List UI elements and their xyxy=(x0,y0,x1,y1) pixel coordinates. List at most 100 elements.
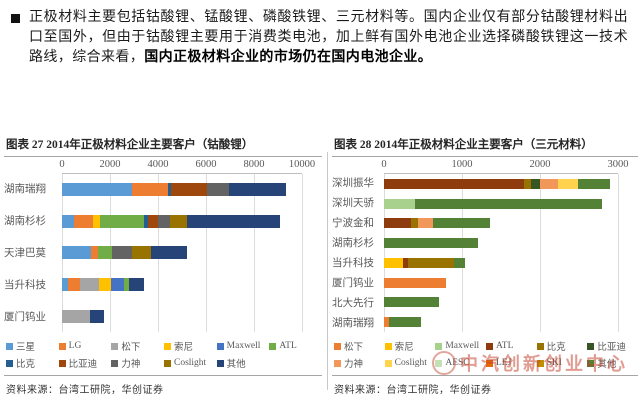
axis-tick-label: 0 xyxy=(381,159,387,170)
legend-swatch-icon xyxy=(486,342,493,350)
intro-text: 正极材料主要包括钴酸锂、锰酸锂、磷酸铁锂、三元材料等。国内企业仅有部分钴酸锂材料… xyxy=(29,8,628,68)
legend-swatch-icon xyxy=(435,359,443,367)
bar-segment-松下 xyxy=(384,277,447,288)
bar-segment-三星 xyxy=(62,246,91,260)
legend-swatch-icon xyxy=(164,359,171,367)
bar-segment-其他 xyxy=(150,246,187,260)
bar-segment-其他 xyxy=(384,238,478,249)
category-label: 湖南瑞翔 xyxy=(332,317,374,329)
axis-tick-label: 3000 xyxy=(607,159,629,170)
bar-row xyxy=(62,300,302,332)
legend-swatch-icon xyxy=(435,342,443,350)
bar-segment-比克 xyxy=(411,218,418,229)
legend-swatch-icon xyxy=(269,342,277,350)
category-label: 深圳天骄 xyxy=(332,198,374,210)
bar-segment-其他 xyxy=(433,218,491,229)
legend-swatch-icon xyxy=(216,342,224,350)
legend-label: 索尼 xyxy=(394,343,414,353)
gridline xyxy=(618,174,619,332)
legend-item: Coslight xyxy=(384,356,436,370)
bar-row xyxy=(384,273,618,293)
legend-label: 比克 xyxy=(16,360,36,370)
legend-label: LG xyxy=(68,341,82,351)
legend-item: 其他 xyxy=(587,356,638,370)
legend-item: Coslight xyxy=(164,356,217,370)
bar-segment-力神 xyxy=(112,246,132,260)
legend-item: 索尼 xyxy=(384,339,436,353)
legend-item: 比克 xyxy=(536,339,588,353)
legend-item: ATL xyxy=(269,339,322,353)
gridline xyxy=(302,174,303,332)
legend-swatch-icon xyxy=(58,359,66,367)
bar-segment-比亚迪 xyxy=(171,183,208,197)
figure-28-ncm-chart: 图表 28 2014年正极材料企业主要客户（三元材料） 深圳振华 深圳天骄 宁波金和… xyxy=(332,132,638,396)
bar-segment-ATL xyxy=(100,214,144,228)
plot-area xyxy=(62,173,303,332)
legend-item: 力神 xyxy=(334,356,385,370)
legend-item: 三星 xyxy=(6,339,59,353)
stacked-bar xyxy=(384,297,618,308)
legend-item: LG xyxy=(58,339,112,353)
legend-label: 索尼 xyxy=(174,343,194,353)
vertical-divider xyxy=(327,152,328,390)
bar-row xyxy=(384,233,618,253)
bar-segment-其他 xyxy=(578,178,611,189)
legend-swatch-icon xyxy=(334,342,341,350)
legend-swatch-icon xyxy=(587,342,595,350)
bar-row xyxy=(384,312,618,332)
legend-swatch-icon xyxy=(164,342,171,350)
gridline xyxy=(461,174,463,332)
legend-row: 比克 比亚迪 力神 Coslight 其他 xyxy=(6,356,322,370)
bar-segment-比克 xyxy=(167,183,172,197)
category-label: 湖南杉杉 xyxy=(332,238,374,250)
bar-segment-LG xyxy=(131,183,168,197)
legend-label: SKI xyxy=(546,358,562,368)
stacked-bar xyxy=(384,238,618,249)
legend-row: 三星 LG 松下 索尼 Maxwell ATL xyxy=(6,339,322,353)
axis-tick-label: 8000 xyxy=(243,159,265,170)
chart-source: 资料来源：台湾工研院，华创证券 xyxy=(334,385,492,396)
legend-label: 比亚迪 xyxy=(597,343,626,353)
legend-label: 松下 xyxy=(344,343,364,353)
legend-item: Maxwell xyxy=(216,339,270,353)
category-label: 当升科技 xyxy=(4,279,46,291)
legend-label: 三星 xyxy=(16,343,36,353)
bar-segment-ATL xyxy=(384,178,525,189)
category-labels: 深圳振华 深圳天骄 宁波金和 湖南杉杉 当升科技 厦门钨业 北大先行 湖南瑞翔 xyxy=(332,159,384,332)
bar-segment-ATL xyxy=(402,257,409,268)
legend-item: 其他 xyxy=(216,356,270,370)
axis-tick-label: 1000 xyxy=(451,159,473,170)
axis-tick-label: 2000 xyxy=(99,159,121,170)
bar-segment-松下 xyxy=(80,278,100,292)
bar-segment-其他 xyxy=(454,257,466,268)
chart-legend: 松下 索尼 Maxwell ATL 比克 比亚迪 力神 Coslight AESC LEJ SKI 其… xyxy=(332,339,638,370)
x-axis: 0 1000 2000 3000 xyxy=(381,159,628,173)
category-label: 厦门钨业 xyxy=(332,277,374,289)
stacked-bar xyxy=(384,257,618,268)
category-label: 湖南瑞翔 xyxy=(4,184,46,196)
legend-label: Coslight xyxy=(394,358,427,368)
legend-label: 比克 xyxy=(546,343,566,353)
bar-segment-比亚迪 xyxy=(148,214,158,228)
gridline xyxy=(206,174,207,332)
legend-swatch-icon xyxy=(6,359,13,367)
legend-label: 其他 xyxy=(597,360,617,370)
category-label: 北大先行 xyxy=(332,297,374,309)
bar-segment-其他 xyxy=(415,198,603,209)
bar-segment-LG xyxy=(68,278,80,292)
bar-segment-力神 xyxy=(417,218,434,229)
bar-segment-其他 xyxy=(228,183,287,197)
plot-area xyxy=(384,173,619,332)
chart-title: 图表 28 2014年正极材料企业主要客户（三元材料） xyxy=(334,139,593,151)
bar-segment-比亚迪 xyxy=(530,178,540,189)
figures-row: 图表 27 2014年正极材料企业主要客户（钴酸锂） 湖南瑞翔 湖南杉杉 天津巴莫当… xyxy=(4,132,638,396)
bar-segment-索尼 xyxy=(93,214,101,228)
title-rule xyxy=(4,156,322,157)
stacked-bar xyxy=(384,218,618,229)
x-axis: 0 2000 4000 6000 8000 10000 xyxy=(59,159,315,173)
legend-swatch-icon xyxy=(334,359,341,367)
legend-label: 比亚迪 xyxy=(68,360,98,370)
bar-row xyxy=(384,293,618,313)
bar-segment-力神 xyxy=(539,178,558,189)
chart-canvas: 湖南瑞翔 湖南杉杉 天津巴莫 当升科技 厦门钨业 0 2000 4000 6000 8000 10… xyxy=(4,159,322,332)
